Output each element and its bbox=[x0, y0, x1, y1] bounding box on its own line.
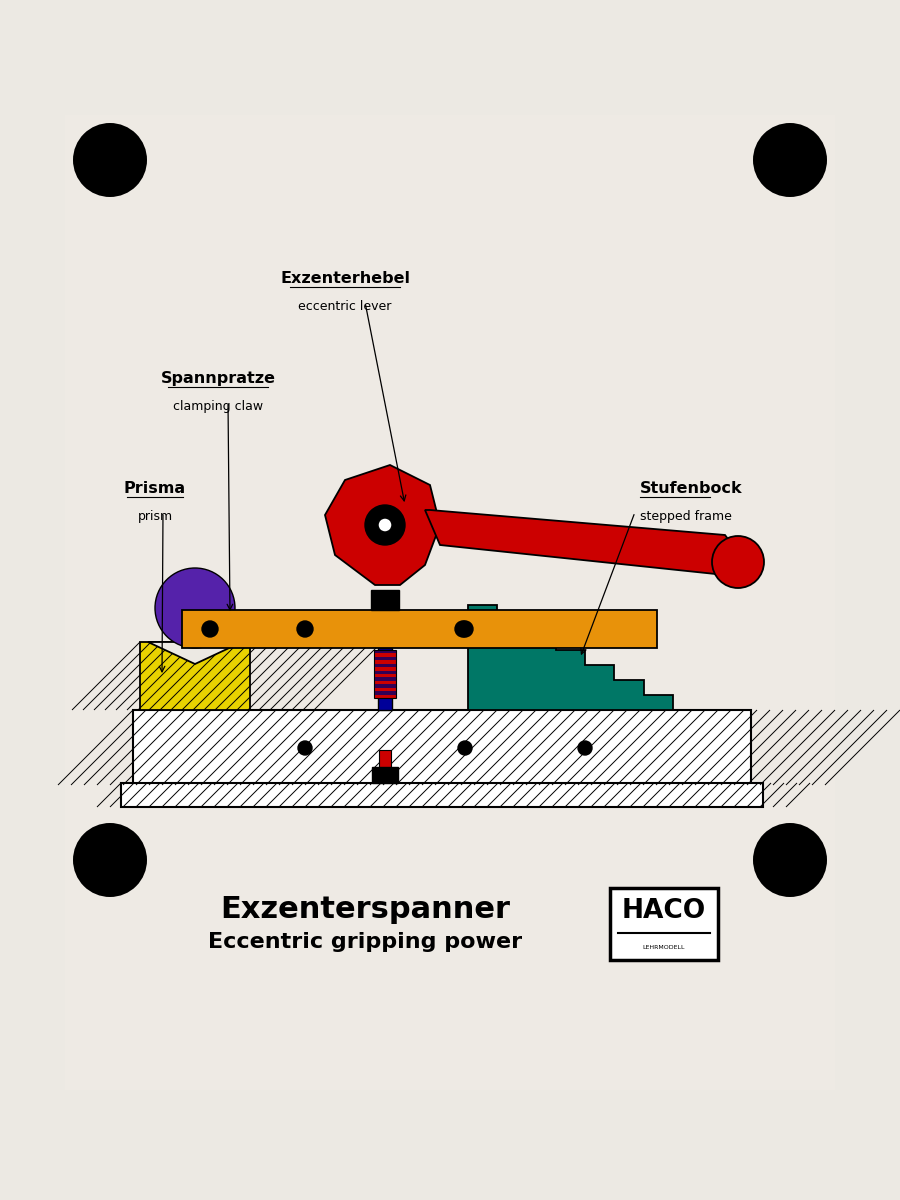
Text: Eccentric gripping power: Eccentric gripping power bbox=[208, 932, 522, 952]
Circle shape bbox=[455, 622, 471, 637]
Bar bbox=[371, 590, 399, 610]
Text: Exzenterhebel: Exzenterhebel bbox=[280, 271, 410, 286]
Circle shape bbox=[155, 568, 235, 648]
Polygon shape bbox=[148, 642, 242, 664]
Circle shape bbox=[365, 505, 405, 545]
Circle shape bbox=[378, 518, 392, 532]
Circle shape bbox=[73, 122, 147, 197]
Text: stepped frame: stepped frame bbox=[640, 510, 732, 523]
Text: Stufenbock: Stufenbock bbox=[640, 481, 742, 496]
Bar bbox=[374, 654, 396, 656]
Bar bbox=[610, 888, 718, 960]
Bar bbox=[50, 100, 850, 1105]
Text: HACO: HACO bbox=[622, 898, 706, 924]
Bar bbox=[374, 650, 396, 654]
Polygon shape bbox=[468, 605, 673, 710]
Text: Spannpratze: Spannpratze bbox=[160, 371, 275, 386]
Bar bbox=[374, 650, 396, 698]
Text: Exzenterspanner: Exzenterspanner bbox=[220, 895, 510, 924]
Bar bbox=[374, 660, 396, 664]
Polygon shape bbox=[425, 510, 740, 575]
Text: Prisma: Prisma bbox=[124, 481, 186, 496]
Text: eccentric lever: eccentric lever bbox=[298, 300, 392, 313]
Circle shape bbox=[458, 740, 472, 755]
Circle shape bbox=[73, 823, 147, 898]
Circle shape bbox=[297, 622, 313, 637]
Bar bbox=[374, 691, 396, 695]
Bar bbox=[133, 710, 751, 785]
Bar bbox=[374, 695, 396, 698]
Circle shape bbox=[298, 740, 312, 755]
Circle shape bbox=[202, 622, 218, 637]
Bar bbox=[374, 671, 396, 674]
Bar bbox=[374, 664, 396, 667]
Bar bbox=[374, 667, 396, 671]
Bar bbox=[65, 115, 835, 1090]
Bar bbox=[374, 684, 396, 688]
Circle shape bbox=[457, 622, 473, 637]
Bar bbox=[140, 642, 250, 710]
Bar bbox=[182, 610, 657, 648]
Bar bbox=[378, 648, 392, 710]
Circle shape bbox=[578, 740, 592, 755]
Bar bbox=[374, 656, 396, 660]
Bar bbox=[374, 688, 396, 691]
Bar bbox=[374, 680, 396, 684]
Bar bbox=[372, 767, 398, 782]
Bar bbox=[379, 750, 391, 780]
Bar bbox=[121, 782, 763, 806]
Bar bbox=[374, 674, 396, 678]
Bar bbox=[374, 678, 396, 680]
Polygon shape bbox=[325, 464, 440, 584]
Circle shape bbox=[712, 536, 764, 588]
Circle shape bbox=[753, 122, 827, 197]
Text: prism: prism bbox=[138, 510, 173, 523]
Text: clamping claw: clamping claw bbox=[173, 400, 263, 413]
Text: LEHRMODELL: LEHRMODELL bbox=[643, 944, 685, 949]
Circle shape bbox=[753, 823, 827, 898]
